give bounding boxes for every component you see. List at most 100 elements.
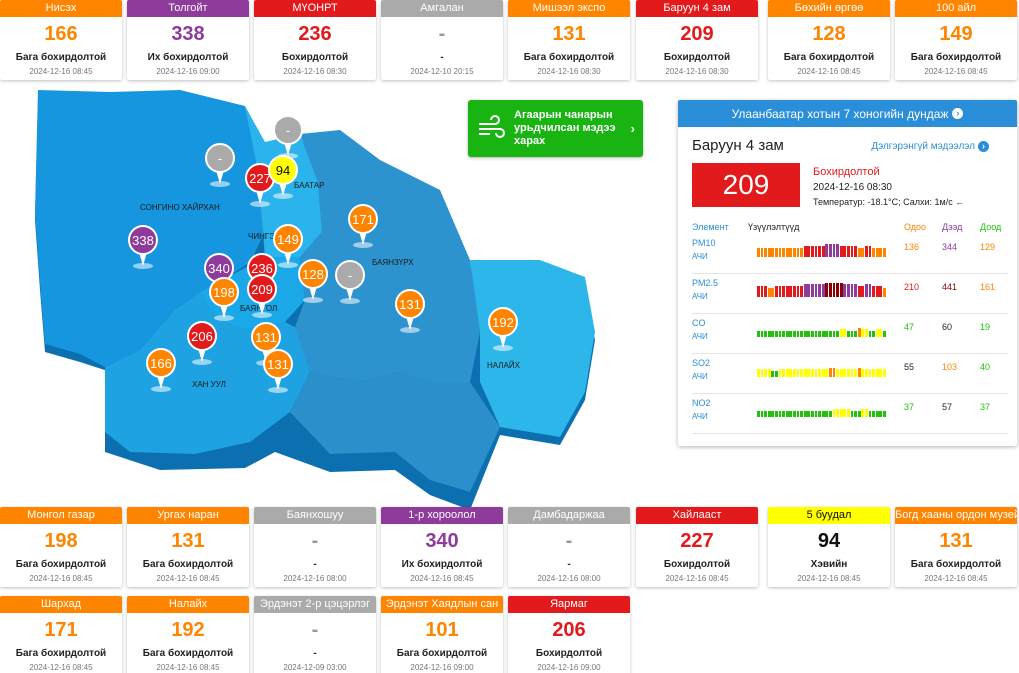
trend-bar <box>857 286 861 297</box>
station-card[interactable]: Мишээл экспо 131 Бага бохирдолтой 2024-12-1… <box>508 0 630 80</box>
station-card[interactable]: Налайх 192 Бага бохирдолтой 2024-12-16 08:4… <box>127 596 249 673</box>
pollutant-row[interactable]: PM10 АЧИ 136 344 129 <box>692 236 1008 274</box>
station-card[interactable]: Нисэх 166 Бага бохирдолтой 2024-12-16 08:45 <box>0 0 122 80</box>
trend-bar <box>872 286 875 297</box>
pollutant-index-label: АЧИ <box>692 412 708 421</box>
station-card[interactable]: Бөхийн өргөө 128 Бага бохирдолтой 2024-12-1… <box>768 0 890 80</box>
trend-bar <box>807 284 811 297</box>
district-nalaikh[interactable] <box>470 260 595 437</box>
station-card[interactable]: Ургах наран 131 Бага бохирдолтой 2024-12-16… <box>127 507 249 587</box>
station-card[interactable]: Хайлааст 227 Бохирдолтой 2024-12-16 08:45 <box>636 507 758 587</box>
marker-circle <box>273 115 303 145</box>
pollutant-row[interactable]: PM2.5 АЧИ 210 441 161 <box>692 276 1008 314</box>
map-marker[interactable]: 171 <box>348 204 378 248</box>
trend-bar <box>847 409 850 417</box>
station-card[interactable]: Баянхошуу - - 2024-12-16 08:00 <box>254 507 376 587</box>
map-marker[interactable]: 338 <box>128 225 158 269</box>
map-marker[interactable]: 149 <box>273 224 303 268</box>
station-card[interactable]: Толгойт 338 Их бохирдолтой 2024-12-16 09:00 <box>127 0 249 80</box>
map-marker[interactable]: 206 <box>187 321 217 365</box>
marker-value: 198 <box>213 285 235 300</box>
station-card[interactable]: 5 буудал 94 Хэвийн 2024-12-16 08:45 <box>768 507 890 587</box>
trend-bar <box>778 369 782 377</box>
trend-bar <box>814 246 818 257</box>
trend-bar <box>800 331 803 337</box>
forecast-button[interactable]: Агаарын чанарын урьдчилсан мэдээ харах › <box>468 100 643 157</box>
station-card[interactable]: Яармаг 206 Бохирдолтой 2024-12-16 09:00 <box>508 596 630 673</box>
marker-value: 171 <box>352 212 374 227</box>
station-card[interactable]: МҮОНРТ 236 Бохирдолтой 2024-12-16 08:30 <box>254 0 376 80</box>
trend-bar <box>857 411 861 417</box>
station-card[interactable]: Монгол газар 198 Бага бохирдолтой 2024-12-1… <box>0 507 122 587</box>
map-marker[interactable]: 192 <box>488 307 518 351</box>
station-card[interactable]: Шархад 171 Бага бохирдолтой 2024-12-16 08:4… <box>0 596 122 673</box>
trend-bar <box>803 284 807 297</box>
trend-bar <box>789 331 793 337</box>
station-card[interactable]: Эрдэнэт 2-р цэцэрлэг - - 2024-12-09 03:00 <box>254 596 376 673</box>
pollutant-row[interactable]: NO2 АЧИ 37 57 37 <box>692 396 1008 434</box>
district-bayanzurkh[interactable] <box>295 130 480 382</box>
map-marker[interactable]: 166 <box>146 348 176 392</box>
map-marker[interactable]: 131 <box>395 289 425 333</box>
station-name: Ургах наран <box>127 507 249 524</box>
trend-bar <box>875 369 879 377</box>
label-chingeltei: ЧИНГЭ <box>248 232 275 241</box>
more-info-label: Дэлгэрэнгүй мэдээлэл <box>871 141 975 152</box>
map-marker[interactable]: 198 <box>209 277 239 321</box>
trend-bar <box>818 246 821 257</box>
map-marker[interactable]: 227 <box>245 163 275 207</box>
trend-bar <box>868 246 872 257</box>
trend-bar <box>814 411 818 417</box>
trend-bar <box>850 331 854 337</box>
trend-bar <box>785 411 789 417</box>
marker-pin <box>256 190 264 204</box>
pollutant-row[interactable]: CO АЧИ 47 60 19 <box>692 316 1008 354</box>
weather-text: Температур: -18.1°C; Салхи: 1м/с <box>813 197 953 207</box>
weekly-average-header[interactable]: Улаанбаатар хотын 7 хоногийн дундаж › <box>678 100 1017 127</box>
timestamp: 2024-12-16 09:00 <box>410 663 474 672</box>
map-marker[interactable]: 94 <box>268 155 298 199</box>
map-marker[interactable]: 209 <box>247 274 277 318</box>
map-marker[interactable]: - <box>335 260 365 304</box>
station-card[interactable]: Дамбадаржаа - - 2024-12-16 08:00 <box>508 507 630 587</box>
trend-bar <box>832 368 836 377</box>
aqi-value: - <box>311 619 319 641</box>
trend-bar <box>775 248 778 257</box>
map-marker[interactable]: - <box>273 115 303 159</box>
pollutant-max-value: 57 <box>942 402 953 412</box>
map-marker[interactable]: 128 <box>298 259 328 303</box>
map-marker[interactable]: 131 <box>263 349 293 393</box>
district-map[interactable]: СОНГИНО ХАЙРХАН ЧИНГЭ БААТАР БАЯНЗҮРХ ХА… <box>0 82 640 512</box>
aqi-value: 166 <box>44 23 78 45</box>
station-card[interactable]: Эрдэнэт Хаядлын сан 101 Бага бохирдолтой 20… <box>381 596 503 673</box>
marker-value: 131 <box>267 357 289 372</box>
trend-bar <box>821 246 825 257</box>
trend-bar <box>825 244 829 257</box>
trend-bar <box>843 246 847 257</box>
trend-bar <box>854 284 857 297</box>
timestamp: 2024-12-09 03:00 <box>283 663 347 672</box>
pollutant-row[interactable]: SO2 АЧИ 55 103 40 <box>692 356 1008 394</box>
map-marker[interactable]: - <box>205 143 235 187</box>
timestamp: 2024-12-16 08:45 <box>924 574 988 583</box>
marker-pin <box>279 182 287 196</box>
more-info-link[interactable]: Дэлгэрэнгүй мэдээлэл › <box>871 141 989 152</box>
trend-bar <box>767 331 771 337</box>
aqi-value: - <box>565 530 573 552</box>
station-card[interactable]: 100 айл 149 Бага бохирдолтой 2024-12-16 08:… <box>895 0 1017 80</box>
district-south[interactable] <box>290 372 500 492</box>
station-card[interactable]: Амгалан - - 2024-12-10 20:15 <box>381 0 503 80</box>
trend-bar <box>818 284 821 297</box>
trend-bar <box>883 248 886 257</box>
pollutant-name: PM10 <box>692 238 716 248</box>
station-card[interactable]: 1-р хороолол 340 Их бохирдолтой 2024-12-16 … <box>381 507 503 587</box>
station-card[interactable]: Богд хааны ордон музей 131 Бага бохирдолто… <box>895 507 1017 587</box>
timestamp: 2024-12-16 08:45 <box>924 67 988 76</box>
city-map[interactable]: СОНГИНО ХАЙРХАН ЧИНГЭ БААТАР БАЯНЗҮРХ ХА… <box>0 82 640 512</box>
pollutant-index-label: АЧИ <box>692 372 708 381</box>
trend-bar <box>861 329 865 337</box>
pollutant-min-value: 129 <box>980 242 996 252</box>
pollutant-index-label: АЧИ <box>692 292 708 301</box>
station-card[interactable]: Баруун 4 зам 209 Бохирдолтой 2024-12-16 08:… <box>636 0 758 80</box>
status-text: Бага бохирдолтой <box>523 52 615 63</box>
